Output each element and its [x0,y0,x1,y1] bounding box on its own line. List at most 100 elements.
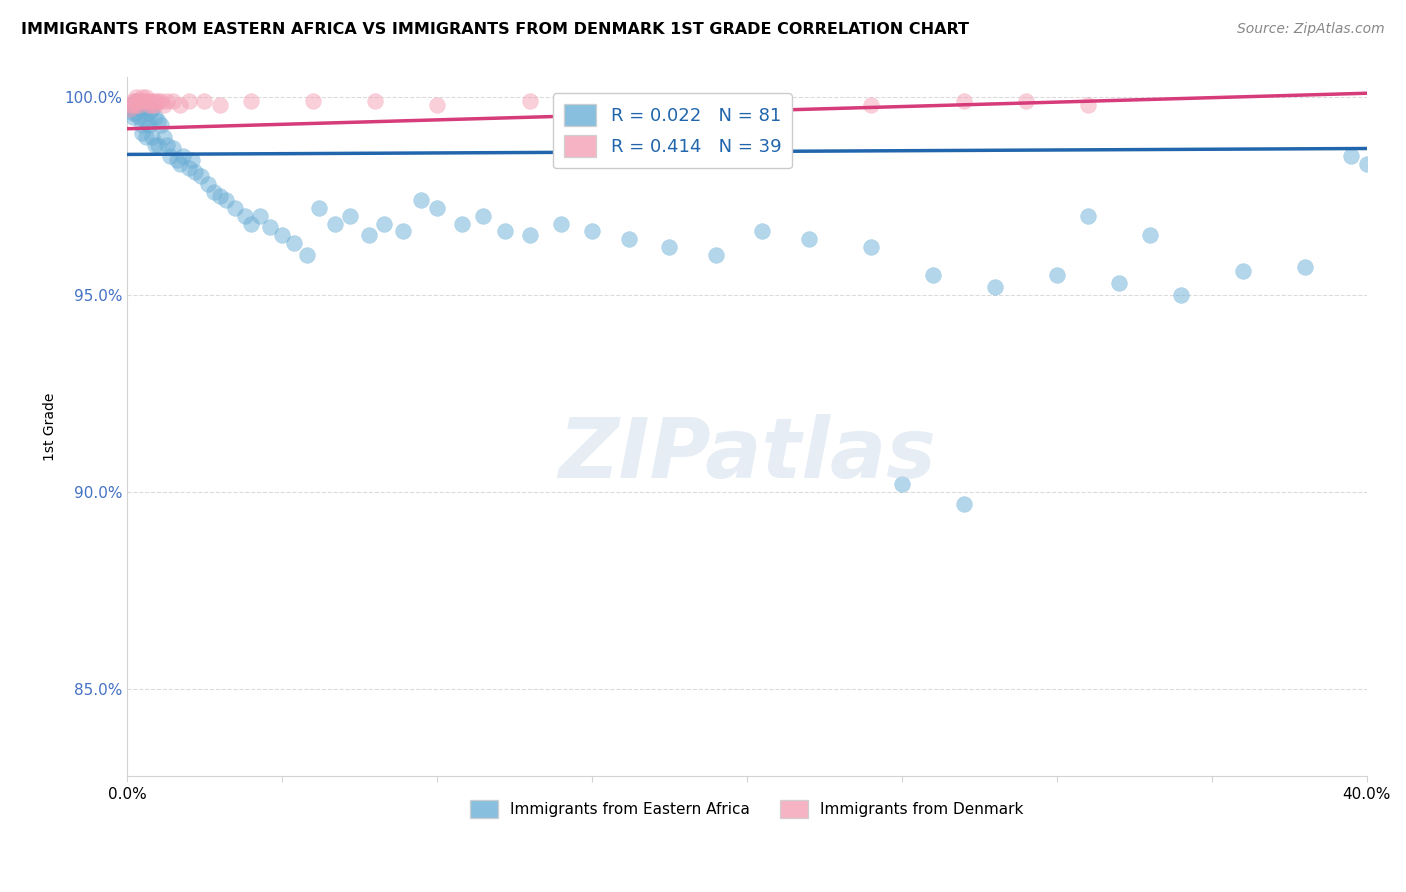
Point [271,228,294,243]
Point [138,118,160,132]
Point [181,153,204,168]
Point [125,94,148,108]
Point [131,94,153,108]
Point [751,224,773,238]
Point [162,141,184,155]
Point [953,497,976,511]
Point [550,217,572,231]
Point [141,94,163,108]
Point [128,98,150,112]
Point [169,157,191,171]
Point [494,224,516,238]
Point [1077,209,1099,223]
Point [118,98,141,112]
Point [735,94,758,108]
Point [135,113,157,128]
Point [617,232,640,246]
Point [1294,260,1316,274]
Point [193,94,215,108]
Point [519,94,541,108]
Point [138,106,160,120]
Point [122,102,145,116]
Point [1340,149,1362,163]
Point [122,106,145,120]
Point [364,94,387,108]
Point [125,94,148,108]
Point [797,232,820,246]
Point [131,102,153,116]
Point [859,98,882,112]
Point [921,268,943,282]
Point [118,102,141,116]
Point [153,129,176,144]
Point [208,98,231,112]
Point [450,217,472,231]
Point [118,102,141,116]
Point [1077,98,1099,112]
Text: Source: ZipAtlas.com: Source: ZipAtlas.com [1237,22,1385,37]
Point [125,98,148,112]
Point [122,110,145,124]
Point [215,193,238,207]
Point [143,94,166,108]
Point [1355,157,1378,171]
Point [953,94,976,108]
Point [143,98,166,112]
Point [249,209,271,223]
Point [308,201,330,215]
Point [1170,287,1192,301]
Point [177,94,200,108]
Point [150,118,173,132]
Point [125,106,148,120]
Point [658,240,681,254]
Point [1046,268,1069,282]
Point [612,94,634,108]
Point [141,102,163,116]
Point [295,248,318,262]
Point [184,165,207,179]
Point [128,110,150,124]
Point [156,137,179,152]
Point [169,98,191,112]
Point [581,224,603,238]
Point [233,209,256,223]
Point [128,94,150,108]
Point [202,185,225,199]
Point [302,94,325,108]
Point [704,248,727,262]
Point [122,98,145,112]
Point [118,98,141,112]
Point [259,220,281,235]
Point [373,217,395,231]
Point [141,129,163,144]
Text: IMMIGRANTS FROM EASTERN AFRICA VS IMMIGRANTS FROM DENMARK 1ST GRADE CORRELATION : IMMIGRANTS FROM EASTERN AFRICA VS IMMIGR… [21,22,969,37]
Legend: Immigrants from Eastern Africa, Immigrants from Denmark: Immigrants from Eastern Africa, Immigran… [464,794,1029,824]
Text: ZIPatlas: ZIPatlas [558,414,936,495]
Point [125,90,148,104]
Point [177,161,200,176]
Point [156,94,179,108]
Point [159,149,181,163]
Point [224,201,246,215]
Point [197,177,219,191]
Point [146,94,169,108]
Point [859,240,882,254]
Point [391,224,413,238]
Point [125,98,148,112]
Point [1015,94,1038,108]
Y-axis label: 1st Grade: 1st Grade [44,392,58,461]
Point [122,94,145,108]
Point [283,236,305,251]
Point [984,279,1007,293]
Point [131,118,153,132]
Point [131,126,153,140]
Point [323,217,346,231]
Point [472,209,495,223]
Point [146,113,169,128]
Point [357,228,380,243]
Point [1232,264,1254,278]
Point [128,98,150,112]
Point [890,477,912,491]
Point [131,90,153,104]
Point [135,102,157,116]
